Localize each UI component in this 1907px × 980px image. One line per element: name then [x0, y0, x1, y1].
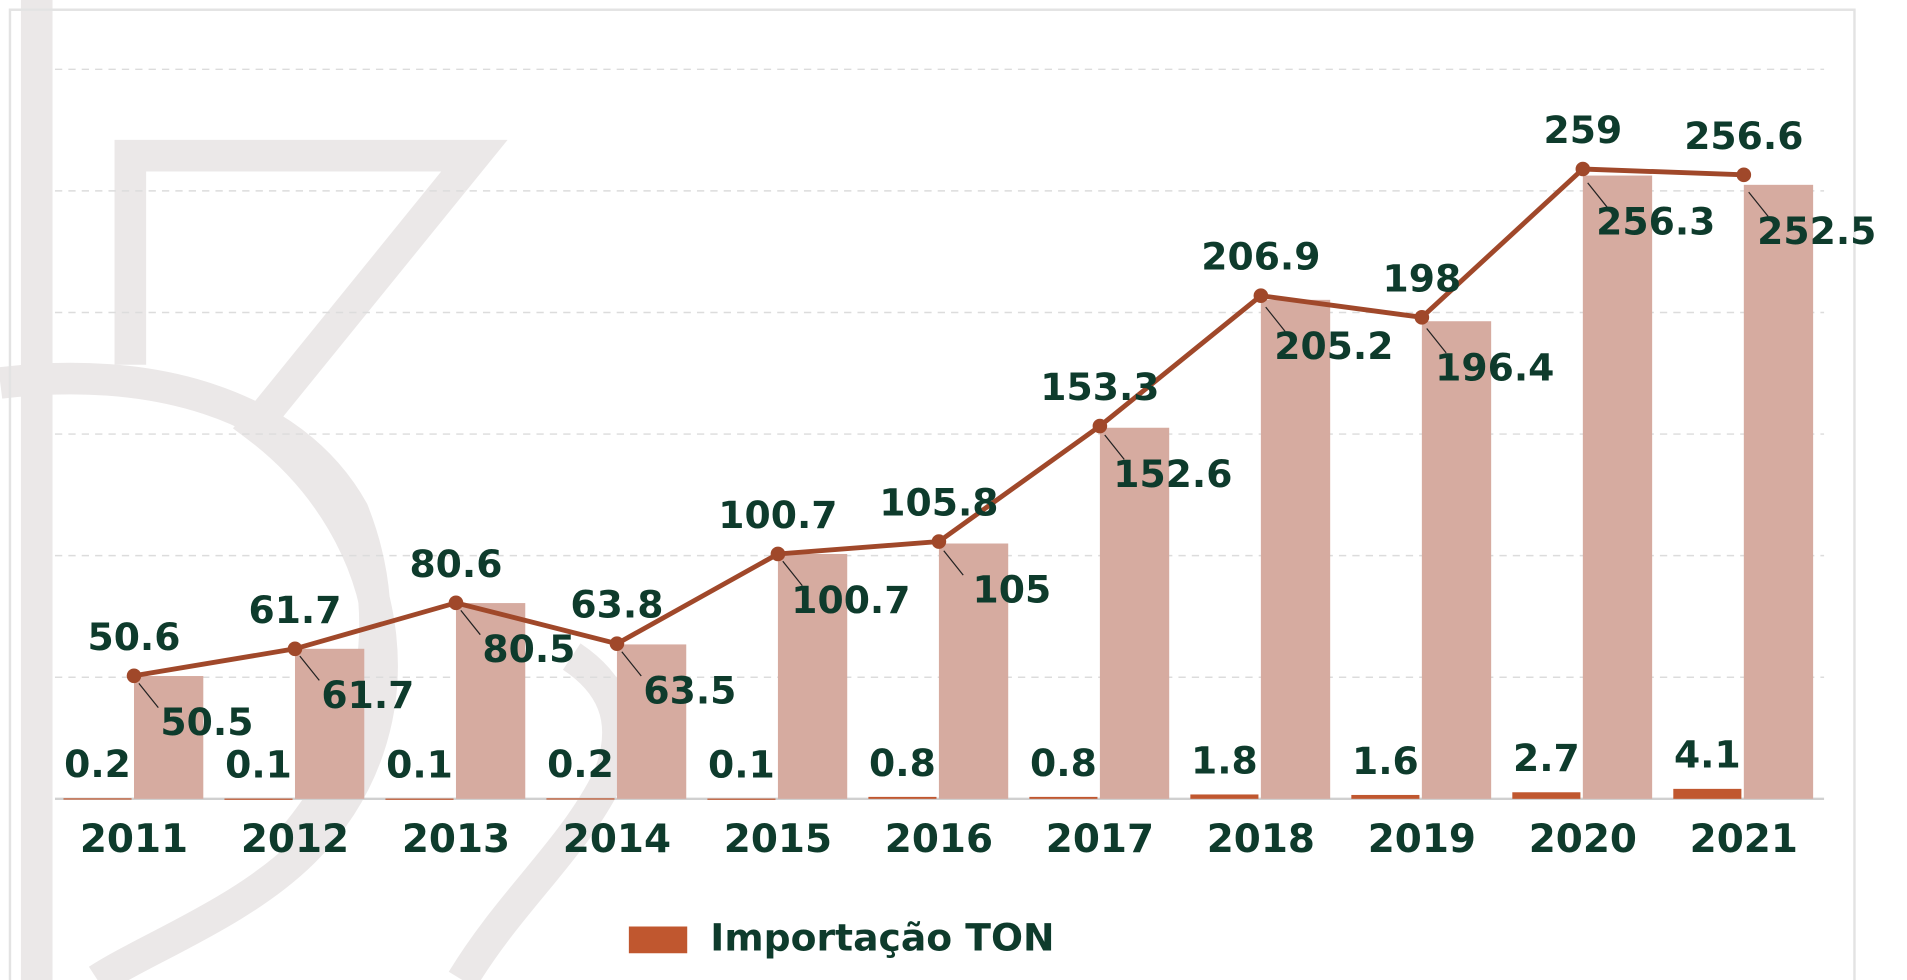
bar	[1673, 788, 1742, 799]
line-point	[1575, 161, 1591, 177]
data-label: 100.7	[718, 493, 837, 537]
leader-line	[943, 550, 964, 576]
watermark	[0, 0, 634, 980]
data-label: 100.7	[791, 578, 910, 622]
x-tick-label: 2017	[1046, 817, 1154, 862]
bar	[1190, 794, 1259, 799]
line-point	[931, 534, 947, 549]
bar	[1099, 427, 1170, 799]
line-point	[1253, 288, 1269, 303]
data-label: 0.1	[225, 742, 292, 786]
data-label: 0.8	[869, 741, 936, 785]
leader-line	[1748, 191, 1769, 217]
leader-line	[621, 651, 642, 677]
data-label: 105.8	[879, 481, 998, 525]
leader-line	[1104, 434, 1125, 460]
line-point	[1414, 310, 1430, 325]
legend-label: Importação TON	[710, 915, 1054, 959]
data-label: 196.4	[1435, 345, 1554, 389]
leader-line	[782, 560, 803, 586]
data-label: 0.1	[386, 742, 453, 786]
data-label: 63.5	[643, 669, 736, 713]
leader-line	[1426, 328, 1447, 354]
bar	[385, 798, 454, 800]
leader-line	[299, 655, 320, 681]
data-label: 4.1	[1674, 733, 1741, 777]
leader-line	[138, 682, 159, 709]
bar	[1582, 175, 1653, 799]
bar	[1743, 184, 1814, 799]
frame	[8, 8, 1856, 980]
data-label: 50.6	[87, 615, 180, 659]
leader-line	[460, 609, 481, 636]
x-tick-label: 2015	[724, 817, 832, 862]
data-label: 0.1	[708, 742, 775, 786]
bar	[1260, 299, 1331, 799]
data-label: 2.7	[1513, 736, 1580, 780]
x-tick-label: 2014	[563, 817, 671, 862]
data-label: 206.9	[1201, 235, 1320, 279]
data-label: 198	[1383, 256, 1462, 300]
bar	[546, 798, 615, 800]
data-label: 252.5	[1757, 209, 1876, 253]
x-tick-label: 2018	[1207, 817, 1315, 862]
x-tick-label: 2016	[885, 817, 993, 862]
line-point	[287, 641, 303, 657]
data-label: 80.6	[409, 542, 502, 586]
line-point	[1736, 167, 1752, 183]
data-label: 152.6	[1113, 452, 1232, 496]
bar	[294, 648, 365, 799]
x-tick-label: 2011	[80, 817, 188, 862]
data-label: 61.7	[321, 673, 414, 717]
data-label: 105	[973, 568, 1052, 612]
bar	[1029, 796, 1098, 799]
bar	[63, 798, 132, 800]
data-label: 50.5	[160, 700, 253, 744]
data-label: 1.8	[1191, 738, 1258, 782]
data-label: 0.8	[1030, 741, 1097, 785]
line-point	[609, 636, 625, 651]
bar	[1421, 321, 1492, 799]
leader-line	[1265, 306, 1286, 332]
data-label: 0.2	[547, 742, 614, 786]
bar	[1351, 794, 1420, 799]
bar	[455, 603, 526, 799]
data-label: 256.6	[1684, 114, 1803, 158]
line-point	[126, 668, 142, 684]
x-tick-label: 2013	[402, 817, 510, 862]
bar	[868, 796, 937, 799]
data-label: 259	[1544, 108, 1623, 152]
x-tick-label: 2021	[1690, 817, 1798, 862]
data-label: 205.2	[1274, 324, 1393, 368]
data-label: 1.6	[1352, 739, 1419, 783]
x-tick-label: 2019	[1368, 817, 1476, 862]
bar	[133, 676, 204, 799]
x-tick-label: 2012	[241, 817, 349, 862]
bar	[777, 553, 848, 799]
bar	[616, 644, 687, 799]
data-label: 63.8	[570, 583, 663, 627]
data-label: 256.3	[1596, 200, 1715, 244]
bar	[1512, 792, 1581, 799]
line-point	[770, 546, 786, 562]
line-point	[448, 595, 464, 611]
leader-line	[1587, 182, 1608, 208]
data-label: 80.5	[482, 627, 575, 671]
data-label: 61.7	[248, 588, 341, 632]
line-point	[1092, 418, 1108, 434]
bar	[938, 543, 1009, 799]
bar	[224, 798, 293, 800]
data-label: 0.2	[64, 742, 131, 786]
legend-swatch	[628, 926, 688, 954]
x-tick-label: 2020	[1529, 817, 1637, 862]
bar	[707, 798, 776, 800]
data-label: 153.3	[1040, 365, 1159, 409]
